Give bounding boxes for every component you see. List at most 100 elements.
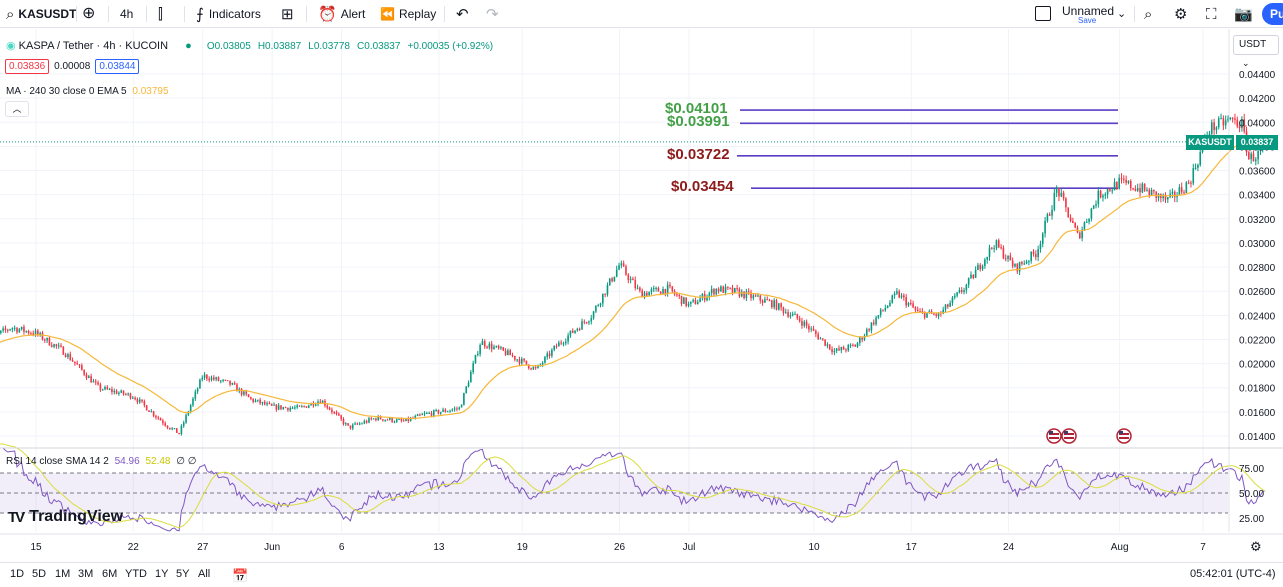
chart-canvas[interactable]: 0.044000.042000.040000.038000.036000.034… bbox=[0, 29, 1283, 562]
layout-checkbox[interactable] bbox=[1035, 6, 1051, 21]
candle-body bbox=[474, 354, 477, 364]
candle-body bbox=[622, 263, 625, 267]
candle-body bbox=[83, 369, 85, 375]
range-button-1d[interactable]: 1D bbox=[10, 568, 25, 580]
candle-body bbox=[747, 291, 750, 293]
templates-button[interactable]: ⊞ bbox=[281, 0, 294, 28]
candle-body bbox=[727, 286, 729, 288]
range-button-5y[interactable]: 5Y bbox=[176, 568, 190, 580]
economic-events[interactable] bbox=[1046, 428, 1132, 444]
range-button-1m[interactable]: 1M bbox=[55, 568, 71, 580]
sell-price-button[interactable]: 0.03836 bbox=[5, 59, 50, 74]
chevron-up-icon: ︿ bbox=[12, 104, 22, 114]
legend-low: L0.03778 bbox=[308, 41, 350, 52]
candle-body bbox=[1000, 247, 1002, 249]
range-button-3m[interactable]: 3M bbox=[78, 568, 94, 580]
candle-body bbox=[60, 345, 62, 347]
layout-save-label[interactable]: Save bbox=[1078, 16, 1097, 25]
candle-body bbox=[432, 410, 435, 416]
buy-price-button[interactable]: 0.03844 bbox=[95, 59, 140, 74]
clock[interactable]: 05:42:01 (UTC-4) bbox=[1190, 568, 1276, 580]
collapse-legend-button[interactable]: ︿ bbox=[5, 101, 29, 117]
candle-body bbox=[840, 347, 843, 351]
candle-body bbox=[504, 350, 507, 355]
chart-type-button[interactable]: ⫿ bbox=[158, 0, 163, 28]
symbol-search[interactable]: ⌕ KASUSDT bbox=[6, 0, 76, 28]
candle-body bbox=[1007, 255, 1009, 259]
x-tick-label: Jun bbox=[264, 542, 280, 553]
candle-body bbox=[865, 329, 868, 336]
candle-body bbox=[23, 326, 25, 332]
candle-body bbox=[1025, 261, 1028, 264]
indicators-button[interactable]: ⨍ Indicators bbox=[196, 0, 261, 28]
axis-settings-icon[interactable]: ⚙ bbox=[1250, 540, 1262, 555]
us-flag-icon[interactable] bbox=[1061, 428, 1077, 444]
rsi-value: 54.96 bbox=[114, 456, 140, 467]
candle-body bbox=[1215, 127, 1218, 131]
currency-select[interactable]: USDT ⌄ bbox=[1233, 35, 1279, 68]
candle-body bbox=[625, 266, 627, 275]
compare-button[interactable]: ⊕ bbox=[82, 0, 95, 28]
settings-button[interactable]: ⚙ bbox=[1174, 0, 1187, 28]
ma-legend[interactable]: MA · 240 30 close 0 EMA 5 0.03795 bbox=[6, 86, 169, 97]
range-button-5d[interactable]: 5D bbox=[32, 568, 47, 580]
redo-button[interactable]: ↷ bbox=[486, 0, 499, 28]
quick-search-button[interactable]: ⌕ bbox=[1144, 0, 1152, 28]
publish-button[interactable]: Pu bbox=[1262, 3, 1283, 25]
candle-body bbox=[356, 423, 359, 425]
candle-body bbox=[416, 414, 419, 417]
candle-body bbox=[64, 354, 67, 357]
candle-body bbox=[835, 348, 838, 351]
rsi-legend[interactable]: RSI 14 close SMA 14 2 54.96 52.48 ∅ ∅ bbox=[6, 456, 196, 467]
undo-button[interactable]: ↶ bbox=[456, 0, 469, 28]
candle-body bbox=[919, 310, 921, 312]
annotation-lines[interactable] bbox=[737, 109, 1118, 189]
layout-dropdown[interactable]: ⌄ bbox=[1117, 0, 1126, 28]
candle-body bbox=[870, 322, 873, 331]
candle-body bbox=[439, 411, 442, 414]
layout-name[interactable]: Unnamed bbox=[1062, 4, 1115, 18]
candle-body bbox=[534, 367, 537, 369]
candle-body bbox=[391, 417, 393, 422]
candle-body bbox=[1243, 119, 1246, 132]
candle-body bbox=[48, 337, 51, 346]
range-button-ytd[interactable]: YTD bbox=[125, 568, 147, 580]
candle-body bbox=[1058, 188, 1060, 197]
range-button-1y[interactable]: 1Y bbox=[155, 568, 169, 580]
snapshot-button[interactable]: 📷 bbox=[1234, 0, 1253, 28]
us-flag-icon[interactable] bbox=[1116, 428, 1132, 444]
candle-body bbox=[569, 330, 572, 336]
candle-body bbox=[608, 278, 611, 285]
candle-body bbox=[1213, 122, 1215, 131]
alert-button[interactable]: ⏰ Alert bbox=[318, 0, 365, 28]
candle-body bbox=[974, 269, 977, 278]
candle-body bbox=[1192, 167, 1195, 184]
range-button-6m[interactable]: 6M bbox=[102, 568, 118, 580]
candle-body bbox=[849, 344, 852, 346]
candle-body bbox=[27, 330, 30, 334]
candle-body bbox=[518, 359, 521, 364]
candle-body bbox=[1016, 263, 1019, 272]
candle-body bbox=[889, 302, 891, 306]
candle-body bbox=[189, 405, 192, 412]
candle-body bbox=[599, 303, 602, 306]
candle-body bbox=[1238, 126, 1241, 129]
rsi-tick-label: 75.00 bbox=[1239, 464, 1264, 475]
candle-body bbox=[854, 345, 857, 347]
candle-body bbox=[502, 347, 505, 351]
range-button-all[interactable]: All bbox=[198, 568, 211, 580]
us-flag-icon[interactable] bbox=[1046, 428, 1062, 444]
replay-button[interactable]: ⏪ Replay bbox=[380, 0, 436, 28]
candle-body bbox=[921, 311, 924, 313]
tradingview-logo-icon: TV bbox=[8, 508, 25, 526]
x-tick-label: 13 bbox=[433, 542, 445, 553]
candle-body bbox=[1199, 152, 1202, 165]
candle-body bbox=[229, 380, 231, 385]
candle-body bbox=[900, 295, 903, 298]
candle-body bbox=[365, 421, 368, 423]
fullscreen-button[interactable]: ⛶ bbox=[1206, 0, 1217, 28]
candle-body bbox=[905, 297, 907, 306]
interval-button[interactable]: 4h bbox=[120, 0, 133, 28]
go-to-date-button[interactable]: 📅 bbox=[232, 568, 248, 584]
candle-body bbox=[956, 292, 958, 296]
